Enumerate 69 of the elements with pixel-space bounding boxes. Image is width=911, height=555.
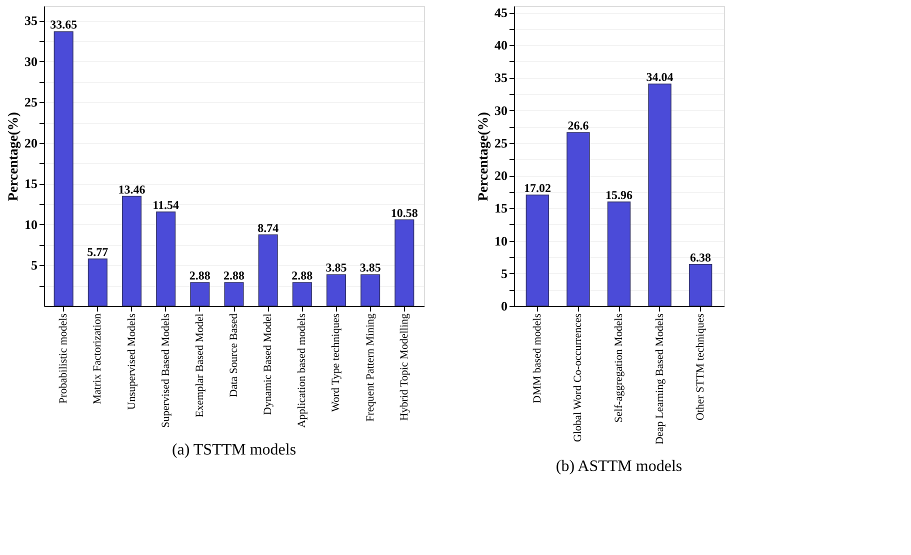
data-label: 3.85: [326, 260, 347, 275]
x-tick-label: Probabilistic models: [58, 314, 70, 404]
bar: [326, 274, 346, 306]
y-tick-label: 35: [24, 13, 38, 28]
bar: [156, 212, 176, 306]
bar: [190, 282, 210, 306]
bar: [258, 234, 278, 306]
data-label: 26.6: [568, 118, 589, 133]
bar: [688, 264, 712, 306]
y-axis-title: Percentage(%): [476, 112, 492, 202]
data-label: 2.88: [292, 268, 313, 283]
y-tick-label: 20: [494, 168, 508, 184]
x-tick-label: Hybrid Topic Modelling: [398, 313, 410, 421]
data-label: 2.88: [189, 268, 210, 283]
x-tick-label: Unsupervised Models: [126, 314, 138, 410]
data-label: 10.58: [390, 206, 418, 220]
data-label: 8.74: [258, 220, 279, 235]
y-tick-label: 25: [494, 135, 508, 150]
bar: [292, 282, 312, 306]
y-tick-label: 5: [31, 258, 38, 273]
bar: [607, 202, 631, 306]
x-tick-label: Data Source Based: [228, 313, 240, 398]
x-tick-label: Other STTM techniques: [694, 314, 707, 420]
y-tick-label: 40: [494, 38, 508, 53]
text: (b) ASTTM models: [556, 458, 682, 476]
y-tick-label: 45: [494, 5, 508, 20]
y-tick-label: 5: [501, 266, 508, 281]
x-tick-label: Matrix Factorization: [92, 313, 104, 404]
data-label: 15.96: [606, 188, 632, 202]
bar: [54, 31, 74, 306]
bar: [566, 132, 590, 306]
text: (a) TSTTM models: [172, 441, 296, 458]
y-tick-label: 10: [494, 233, 508, 248]
bar: [122, 196, 142, 306]
data-label: 5.77: [87, 244, 108, 259]
y-tick-label: 25: [24, 94, 38, 110]
data-label: 17.02: [524, 181, 551, 195]
data-label: 2.88: [224, 268, 244, 283]
x-tick-label: Global Word Co-occurrences: [572, 314, 584, 442]
bar: [224, 282, 244, 306]
y-tick-label: 30: [494, 102, 508, 118]
y-tick-label: 30: [24, 54, 38, 69]
x-tick-label: Dynamic Based Model: [262, 314, 274, 415]
x-tick-label: Self-aggregation Models: [613, 314, 625, 423]
y-tick-label: 15: [24, 176, 38, 192]
y-tick-label: 15: [494, 200, 508, 216]
x-tick-label: Supervised Based Models: [160, 314, 172, 428]
x-tick-label: Exemplar Based Model: [194, 314, 206, 418]
x-tick-label: Deap Learning Based Models: [654, 314, 666, 445]
y-tick-label: 0: [501, 298, 508, 314]
bar: [526, 194, 550, 306]
bar: [88, 258, 108, 306]
x-tick-label: Application based models: [296, 314, 308, 428]
bar: [360, 274, 380, 306]
y-tick-label: 20: [24, 135, 38, 150]
y-axis-title: Percentage(%): [6, 112, 22, 202]
y-tick-label: 10: [24, 216, 38, 232]
data-label: 3.85: [360, 260, 381, 275]
data-label: 11.54: [152, 198, 180, 212]
data-label: 33.65: [50, 18, 78, 32]
bar: [648, 84, 672, 306]
data-label: 6.38: [690, 250, 712, 264]
y-tick-label: 35: [494, 70, 508, 86]
data-label: 13.46: [118, 182, 146, 196]
x-tick-label: DMM based models: [531, 314, 544, 404]
data-label: 34.04: [646, 70, 674, 84]
bar: [394, 219, 414, 306]
x-tick-label: Frequent Pattern Mining: [364, 313, 376, 422]
x-tick-label: Word Type techniques: [330, 314, 342, 412]
